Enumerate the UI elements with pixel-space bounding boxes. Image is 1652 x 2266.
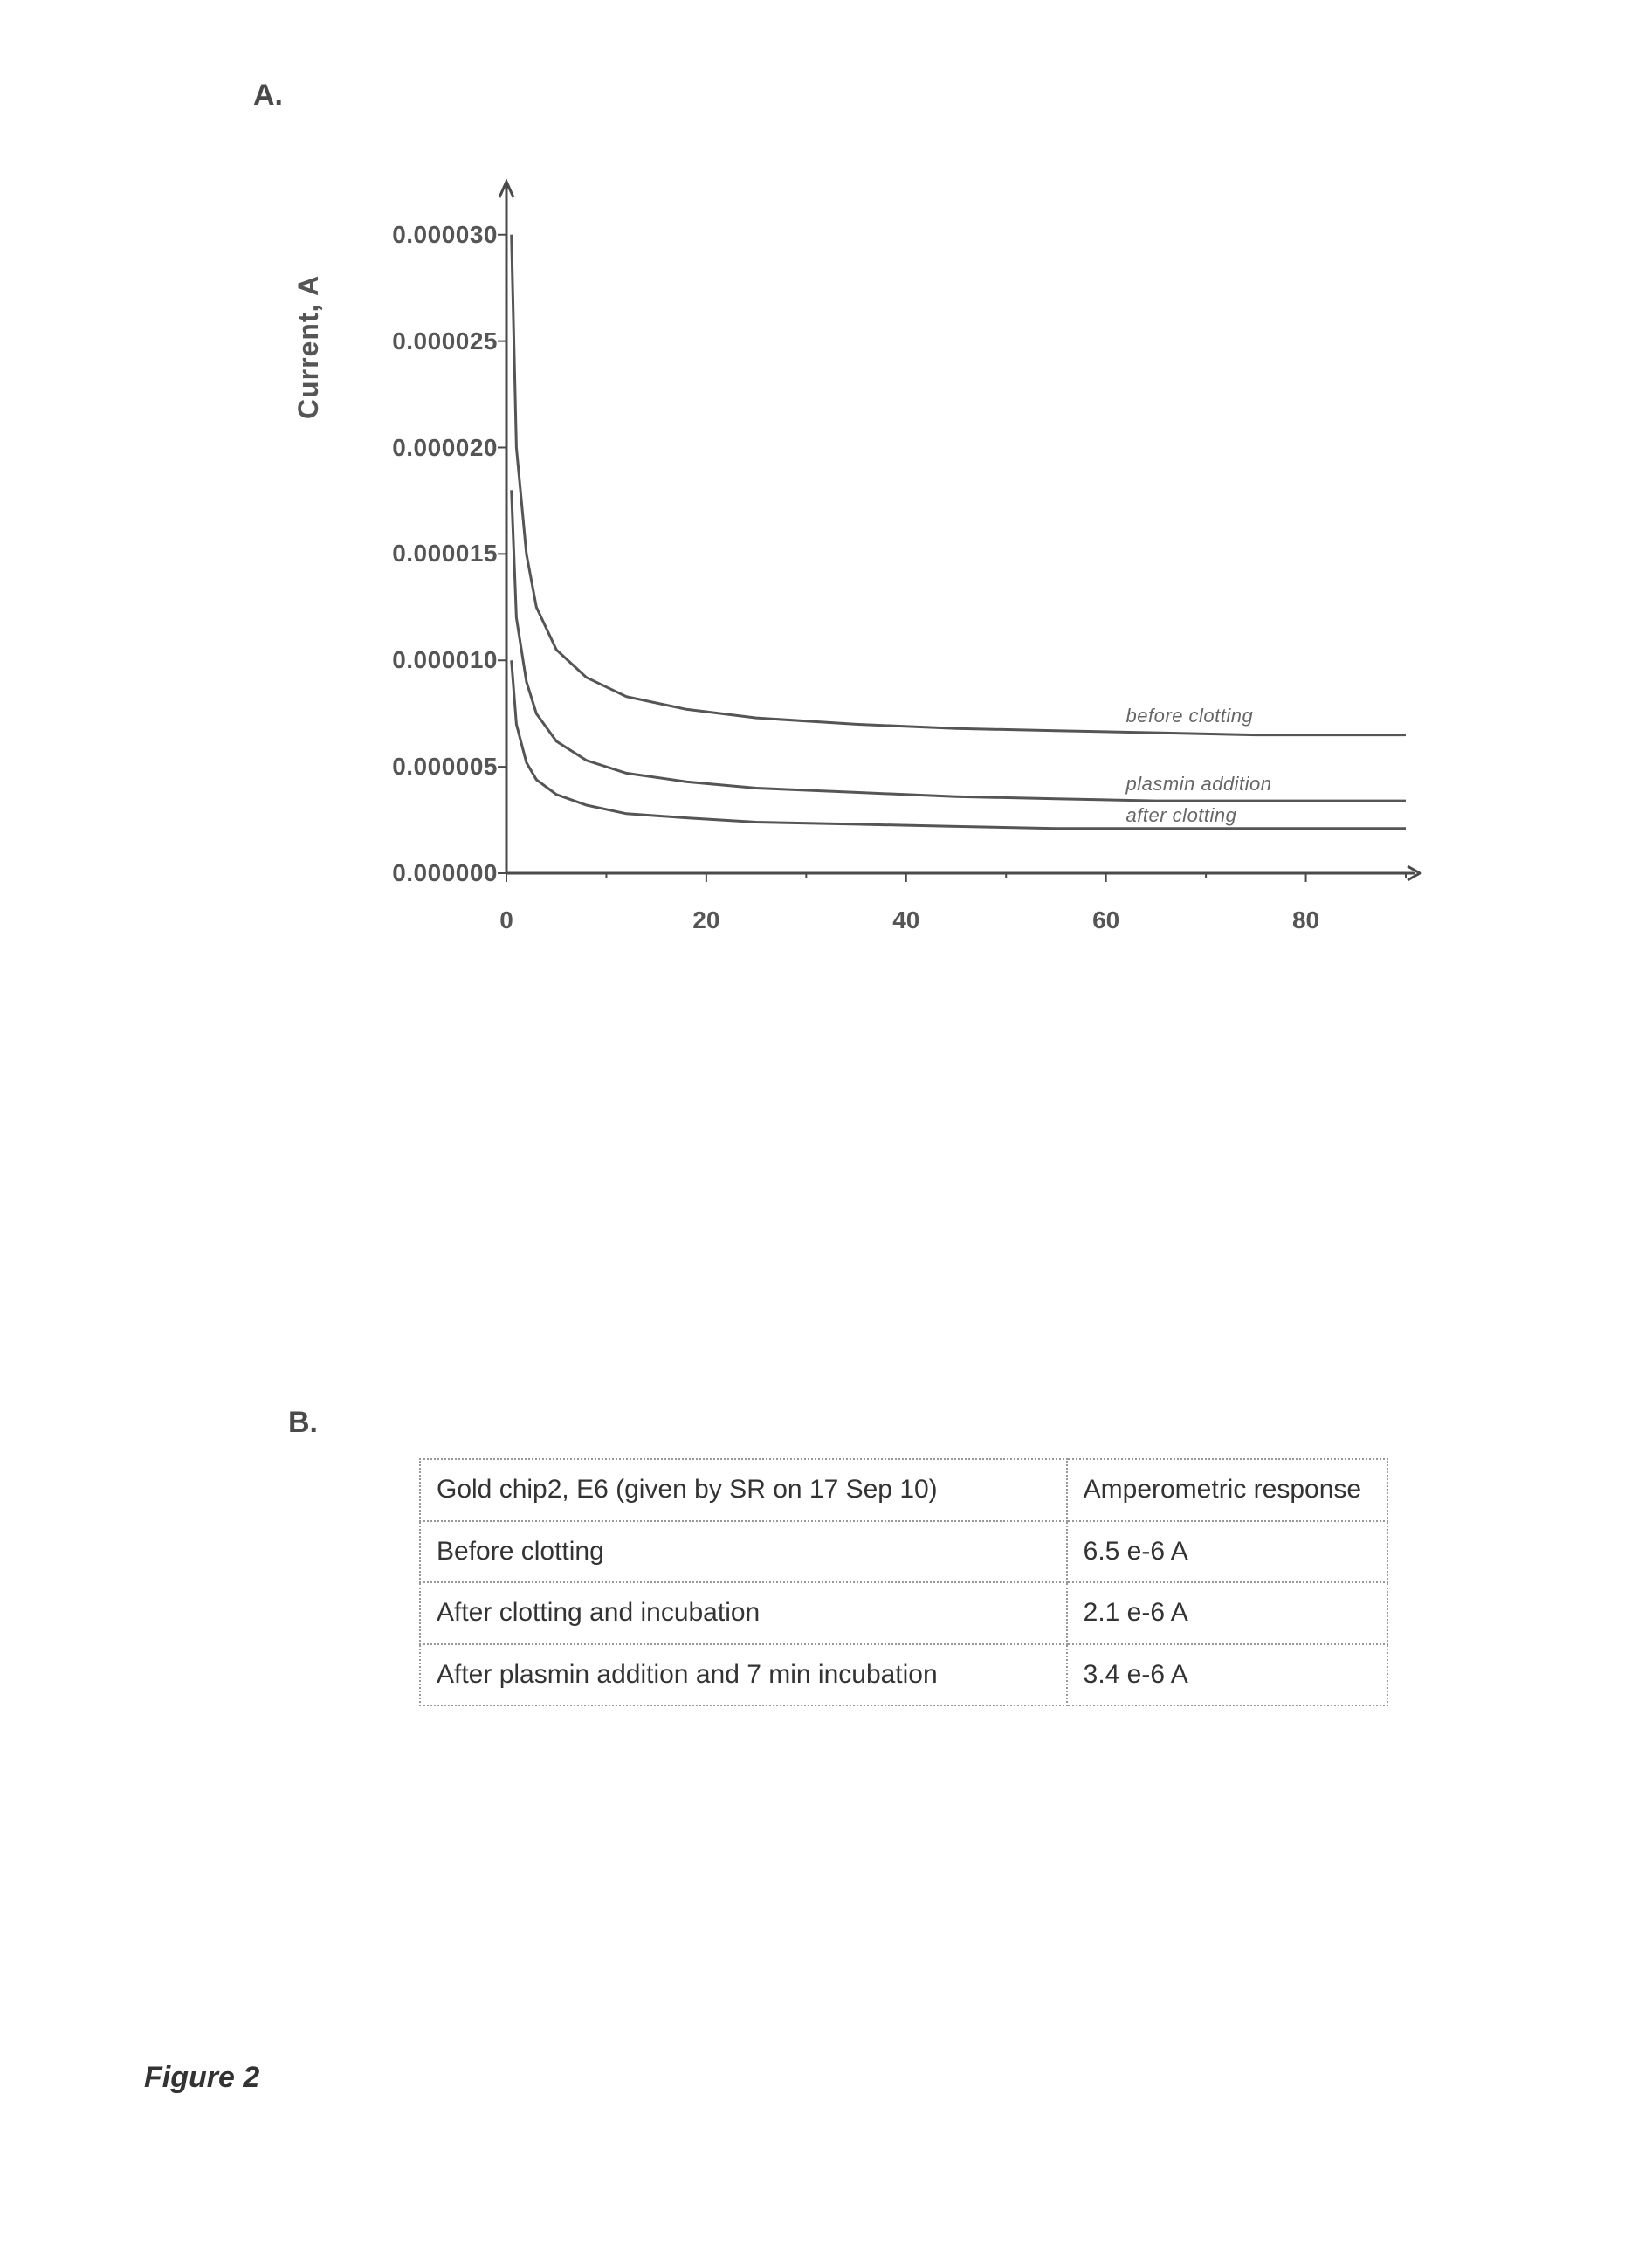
table-cell: After clotting and incubation bbox=[420, 1582, 1067, 1644]
table-cell: 3.4 e-6 A bbox=[1067, 1644, 1387, 1706]
table-header-cell: Gold chip2, E6 (given by SR on 17 Sep 10… bbox=[420, 1459, 1067, 1521]
figure-caption: Figure 2 bbox=[144, 2061, 259, 2095]
table-row: Before clotting6.5 e-6 A bbox=[420, 1521, 1387, 1583]
table-header-cell: Amperometric response bbox=[1067, 1459, 1387, 1521]
table-cell: 6.5 e-6 A bbox=[1067, 1521, 1387, 1583]
table-cell: Before clotting bbox=[420, 1521, 1067, 1583]
chart-series-label: after clotting bbox=[1126, 804, 1237, 827]
chart-ytick-label: 0.000010 bbox=[349, 646, 498, 674]
amperometric-table: Gold chip2, E6 (given by SR on 17 Sep 10… bbox=[419, 1458, 1388, 1706]
panel-b-label: B. bbox=[288, 1406, 318, 1440]
chart-ytick-label: 0.000015 bbox=[349, 540, 498, 568]
chart-ytick-label: 0.000020 bbox=[349, 434, 498, 462]
results-table: Gold chip2, E6 (given by SR on 17 Sep 10… bbox=[419, 1458, 1388, 1706]
chart-y-axis-title: Current, A bbox=[293, 275, 325, 419]
chart-xtick-label: 80 bbox=[1280, 906, 1332, 934]
chart-ytick-label: 0.000005 bbox=[349, 753, 498, 781]
chart-xtick-label: 40 bbox=[880, 906, 933, 934]
chart-series-label: plasmin addition bbox=[1126, 773, 1272, 796]
chart-ytick-label: 0.000030 bbox=[349, 221, 498, 249]
table-cell: After plasmin addition and 7 min incubat… bbox=[420, 1644, 1067, 1706]
chart-ytick-label: 0.000025 bbox=[349, 327, 498, 355]
table-row: After plasmin addition and 7 min incubat… bbox=[420, 1644, 1387, 1706]
chart-xtick-label: 20 bbox=[680, 906, 733, 934]
panel-a-label: A. bbox=[253, 79, 283, 113]
table-cell: 2.1 e-6 A bbox=[1067, 1582, 1387, 1644]
chart-xtick-label: 60 bbox=[1080, 906, 1132, 934]
chart-xtick-label: 0 bbox=[480, 906, 533, 934]
chart-series-label: before clotting bbox=[1126, 705, 1254, 727]
chart-ytick-label: 0.000000 bbox=[349, 859, 498, 887]
table-row: After clotting and incubation2.1 e-6 A bbox=[420, 1582, 1387, 1644]
amperometric-chart: Current, A 0.0000000.0000050.0000100.000… bbox=[332, 157, 1423, 943]
